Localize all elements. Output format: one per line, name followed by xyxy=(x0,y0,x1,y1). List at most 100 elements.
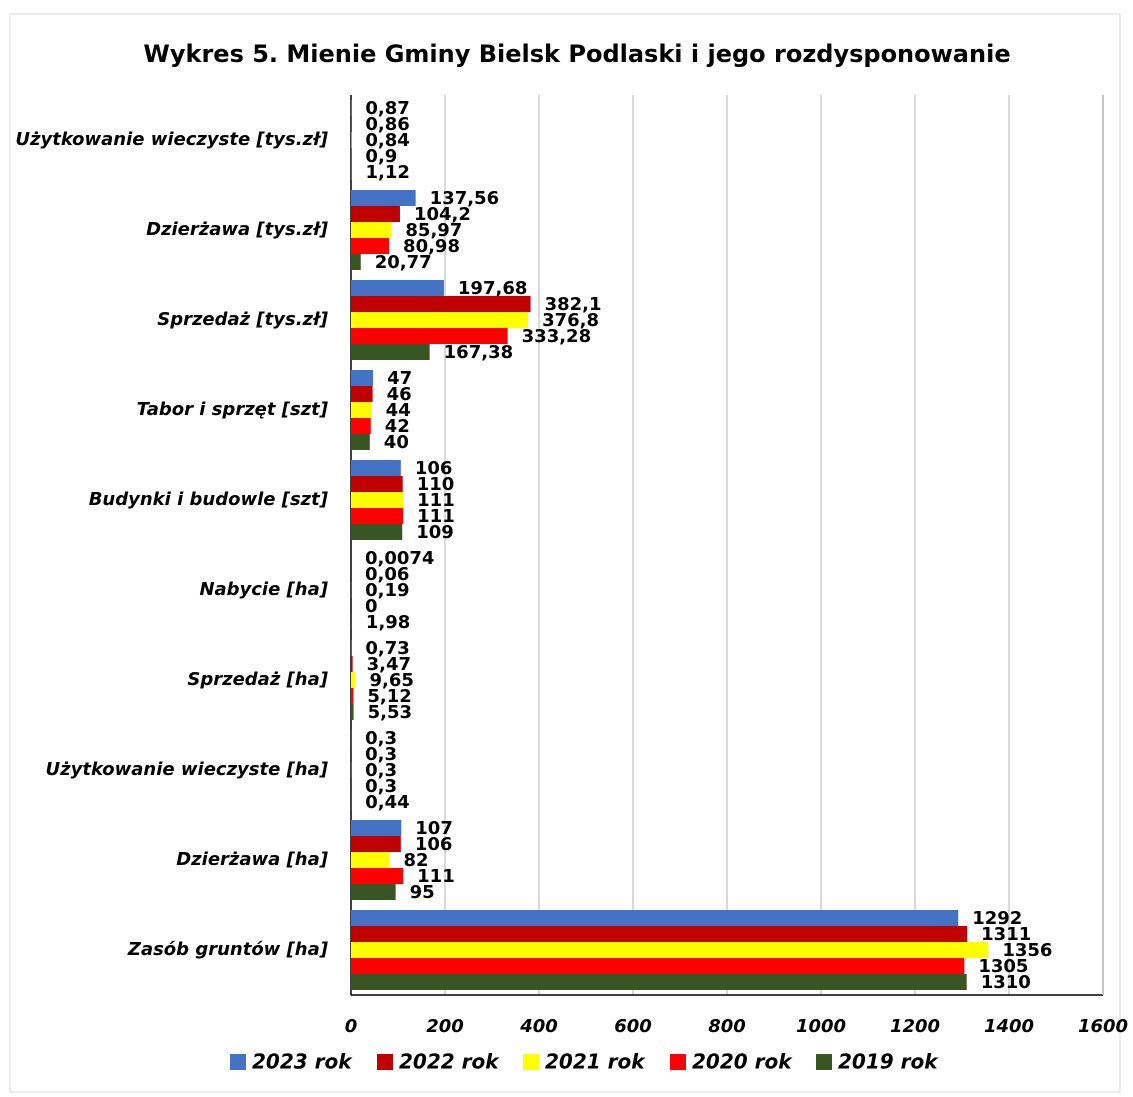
bar xyxy=(351,656,353,672)
chart-title: Wykres 5. Mienie Gminy Bielsk Podlaski i… xyxy=(143,40,1010,68)
bar xyxy=(351,296,531,312)
value-label: 109 xyxy=(416,522,454,543)
bar xyxy=(351,402,372,418)
value-label: 5,12 xyxy=(367,686,411,707)
bar xyxy=(351,238,390,254)
category-label: Dzierżawa [ha] xyxy=(176,849,329,870)
category-label: Sprzedaż [ha] xyxy=(187,669,328,690)
value-label: 0,3 xyxy=(365,776,397,797)
value-label: 333,28 xyxy=(522,326,591,347)
value-label: 0,3 xyxy=(365,760,397,781)
category-label: Sprzedaż [tys.zł] xyxy=(157,309,329,330)
bar xyxy=(351,492,404,508)
bar xyxy=(351,704,354,720)
value-label: 0,87 xyxy=(365,98,409,119)
value-label: 42 xyxy=(385,416,410,437)
legend-label: 2019 rok xyxy=(838,1050,939,1074)
value-label: 47 xyxy=(387,368,412,389)
value-label: 0,73 xyxy=(365,638,409,659)
x-tick-label: 800 xyxy=(708,1016,746,1037)
value-label: 106 xyxy=(415,834,453,855)
value-label: 1356 xyxy=(1002,940,1052,961)
bar xyxy=(351,254,361,270)
value-label: 95 xyxy=(410,882,435,903)
bar xyxy=(351,974,967,990)
value-label: 0,84 xyxy=(365,130,409,151)
value-label: 107 xyxy=(415,818,453,839)
value-label: 3,47 xyxy=(367,654,411,675)
value-label: 5,53 xyxy=(368,702,412,723)
bar xyxy=(351,820,402,836)
value-label: 1,98 xyxy=(366,612,410,633)
value-label: 0,9 xyxy=(365,146,397,167)
bar xyxy=(351,688,354,704)
value-label: 0,3 xyxy=(365,728,397,749)
bar xyxy=(351,328,508,344)
x-tick-label: 1200 xyxy=(890,1016,940,1037)
value-label: 80,98 xyxy=(403,236,460,257)
legend-swatch xyxy=(230,1054,246,1070)
value-label: 111 xyxy=(417,866,455,887)
value-label: 46 xyxy=(387,384,412,405)
value-label: 44 xyxy=(386,400,411,421)
x-tick-label: 1400 xyxy=(984,1016,1034,1037)
value-label: 20,77 xyxy=(375,252,432,273)
value-label: 167,38 xyxy=(444,342,513,363)
value-label: 1311 xyxy=(981,924,1031,945)
category-label: Dzierżawa [tys.zł] xyxy=(146,219,329,240)
bar xyxy=(351,312,529,328)
value-label: 0,19 xyxy=(365,580,409,601)
bar xyxy=(351,460,401,476)
value-label: 1310 xyxy=(981,972,1031,993)
bar xyxy=(351,910,959,926)
category-label: Użytkowanie wieczyste [ha] xyxy=(46,759,329,780)
bar xyxy=(351,958,965,974)
legend-label: 2021 rok xyxy=(545,1050,646,1074)
bar xyxy=(351,614,352,630)
value-label: 0,06 xyxy=(365,564,409,585)
value-label: 376,8 xyxy=(542,310,599,331)
legend-label: 2023 rok xyxy=(252,1050,353,1074)
value-label: 0,0074 xyxy=(365,548,434,569)
value-label: 111 xyxy=(417,490,455,511)
legend-label: 2020 rok xyxy=(692,1050,793,1074)
value-label: 106 xyxy=(415,458,453,479)
value-label: 0,44 xyxy=(365,792,409,813)
value-label: 137,56 xyxy=(430,188,499,209)
bar xyxy=(351,434,370,450)
value-label: 1292 xyxy=(972,908,1022,929)
bar xyxy=(351,884,396,900)
legend-swatch xyxy=(523,1054,539,1070)
value-label: 0,86 xyxy=(365,114,409,135)
bar xyxy=(351,344,430,360)
value-label: 197,68 xyxy=(458,278,527,299)
bar xyxy=(351,206,400,222)
category-label: Nabycie [ha] xyxy=(199,579,328,600)
value-label: 104,2 xyxy=(414,204,471,225)
value-label: 40 xyxy=(384,432,409,453)
value-label: 0,3 xyxy=(365,744,397,765)
category-label: Użytkowanie wieczyste [tys.zł] xyxy=(15,129,328,150)
bar xyxy=(351,190,416,206)
bar xyxy=(351,836,401,852)
x-tick-label: 1000 xyxy=(796,1016,846,1037)
bar xyxy=(351,508,404,524)
bar xyxy=(351,370,374,386)
x-tick-label: 0 xyxy=(345,1016,358,1037)
bar xyxy=(351,524,403,540)
category-label: Budynki i budowle [szt] xyxy=(89,489,329,510)
x-tick-label: 200 xyxy=(426,1016,464,1037)
value-label: 82 xyxy=(404,850,429,871)
bar xyxy=(351,386,373,402)
value-label: 0 xyxy=(365,596,378,617)
value-label: 85,97 xyxy=(405,220,462,241)
bar xyxy=(351,164,352,180)
value-label: 1305 xyxy=(978,956,1028,977)
bar xyxy=(351,222,392,238)
bar xyxy=(351,280,444,296)
category-label: Zasób gruntów [ha] xyxy=(127,939,329,960)
bar xyxy=(351,476,403,492)
x-tick-label: 1600 xyxy=(1078,1016,1128,1037)
value-label: 9,65 xyxy=(370,670,414,691)
